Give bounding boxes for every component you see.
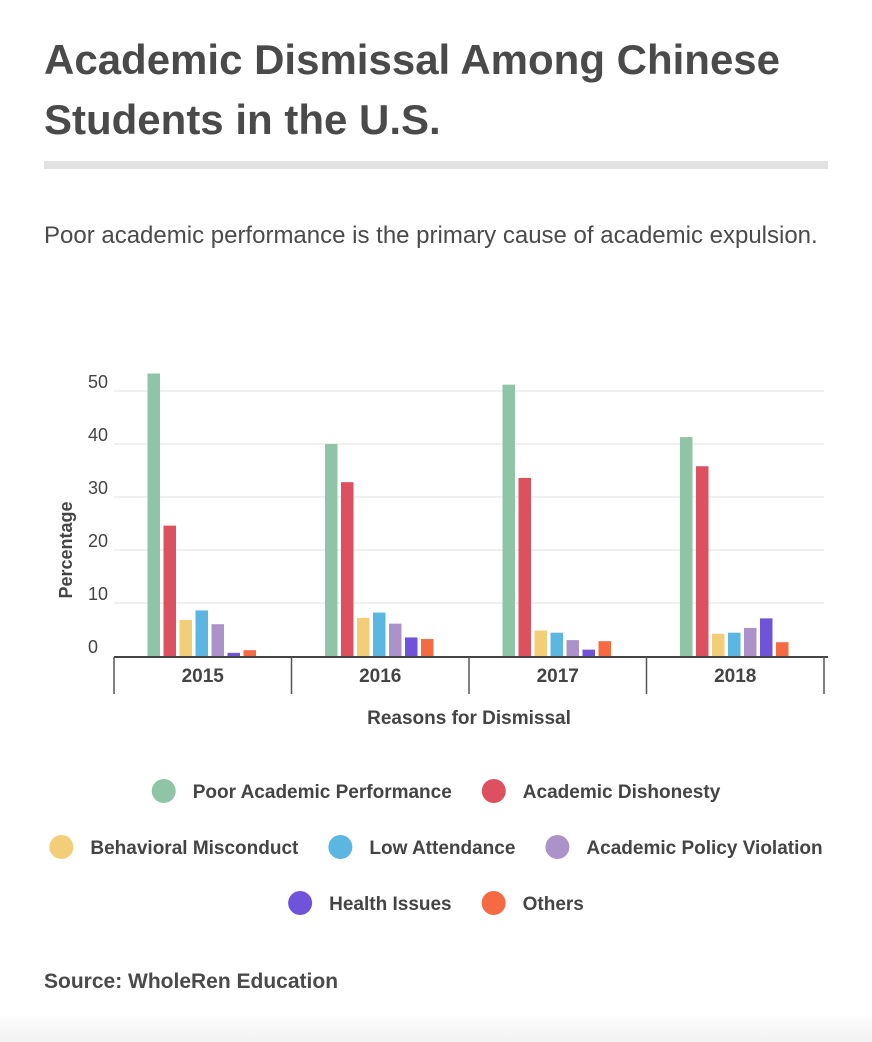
bar xyxy=(195,610,208,656)
x-tick-label: 2018 xyxy=(714,666,756,687)
y-tick-label: 20 xyxy=(88,531,108,551)
bar xyxy=(357,617,370,656)
bar xyxy=(502,384,515,656)
bar xyxy=(680,437,693,656)
legend-swatch xyxy=(151,779,176,803)
title-divider xyxy=(44,161,828,169)
x-tick-label: 2016 xyxy=(359,666,401,687)
page-subtitle: Poor academic performance is the primary… xyxy=(44,222,818,249)
bar xyxy=(243,650,256,656)
bar xyxy=(598,641,611,656)
bar xyxy=(163,525,176,656)
bar xyxy=(744,627,757,656)
bar xyxy=(421,639,434,656)
legend-swatch xyxy=(288,891,313,915)
bar-chart: 0 10 20 30 40 50 Percentage 2015 2016 2017 2018 Rea… xyxy=(49,372,828,915)
bar xyxy=(550,632,563,656)
legend-label: Low Attendance xyxy=(369,838,515,859)
legend-swatch xyxy=(328,835,353,859)
bar xyxy=(389,623,402,656)
bar xyxy=(325,444,338,656)
bar xyxy=(147,373,160,656)
bar xyxy=(776,642,789,656)
bar xyxy=(211,624,224,656)
bottom-fade xyxy=(0,1012,872,1042)
y-tick-label: 30 xyxy=(88,478,108,498)
legend-swatch xyxy=(481,891,506,915)
bar xyxy=(534,630,547,656)
y-tick-label: 50 xyxy=(88,372,108,392)
legend-label: Academic Dishonesty xyxy=(523,782,721,803)
bar xyxy=(405,637,418,656)
bar xyxy=(227,652,240,656)
bar xyxy=(566,640,579,656)
y-tick-label: 10 xyxy=(88,584,108,604)
legend-swatch xyxy=(481,779,506,803)
x-tick-label: 2015 xyxy=(182,666,225,687)
source-note: Source: WholeRen Education xyxy=(44,970,339,993)
x-axis-title: Reasons for Dismissal xyxy=(367,708,571,729)
bar xyxy=(341,482,354,656)
legend-swatch xyxy=(545,835,570,859)
legend-label: Others xyxy=(523,894,584,915)
legend-label: Poor Academic Performance xyxy=(193,782,452,803)
legend-label: Health Issues xyxy=(329,894,452,915)
y-tick-label: 40 xyxy=(88,425,108,445)
bar xyxy=(760,618,773,656)
x-tick-label: 2017 xyxy=(537,666,579,687)
bar xyxy=(518,477,531,656)
legend-swatch xyxy=(49,835,74,859)
bar xyxy=(712,633,725,656)
legend-label: Behavioral Misconduct xyxy=(90,838,299,859)
bar xyxy=(373,612,386,656)
bar xyxy=(696,466,709,656)
bar xyxy=(179,619,192,656)
y-tick-label: 0 xyxy=(88,637,98,657)
bar xyxy=(582,649,595,656)
page-title: Academic Dismissal Among Chinese Student… xyxy=(44,36,781,143)
legend-label: Academic Policy Violation xyxy=(586,838,822,859)
bar xyxy=(728,632,741,656)
y-axis-title: Percentage xyxy=(56,501,76,598)
